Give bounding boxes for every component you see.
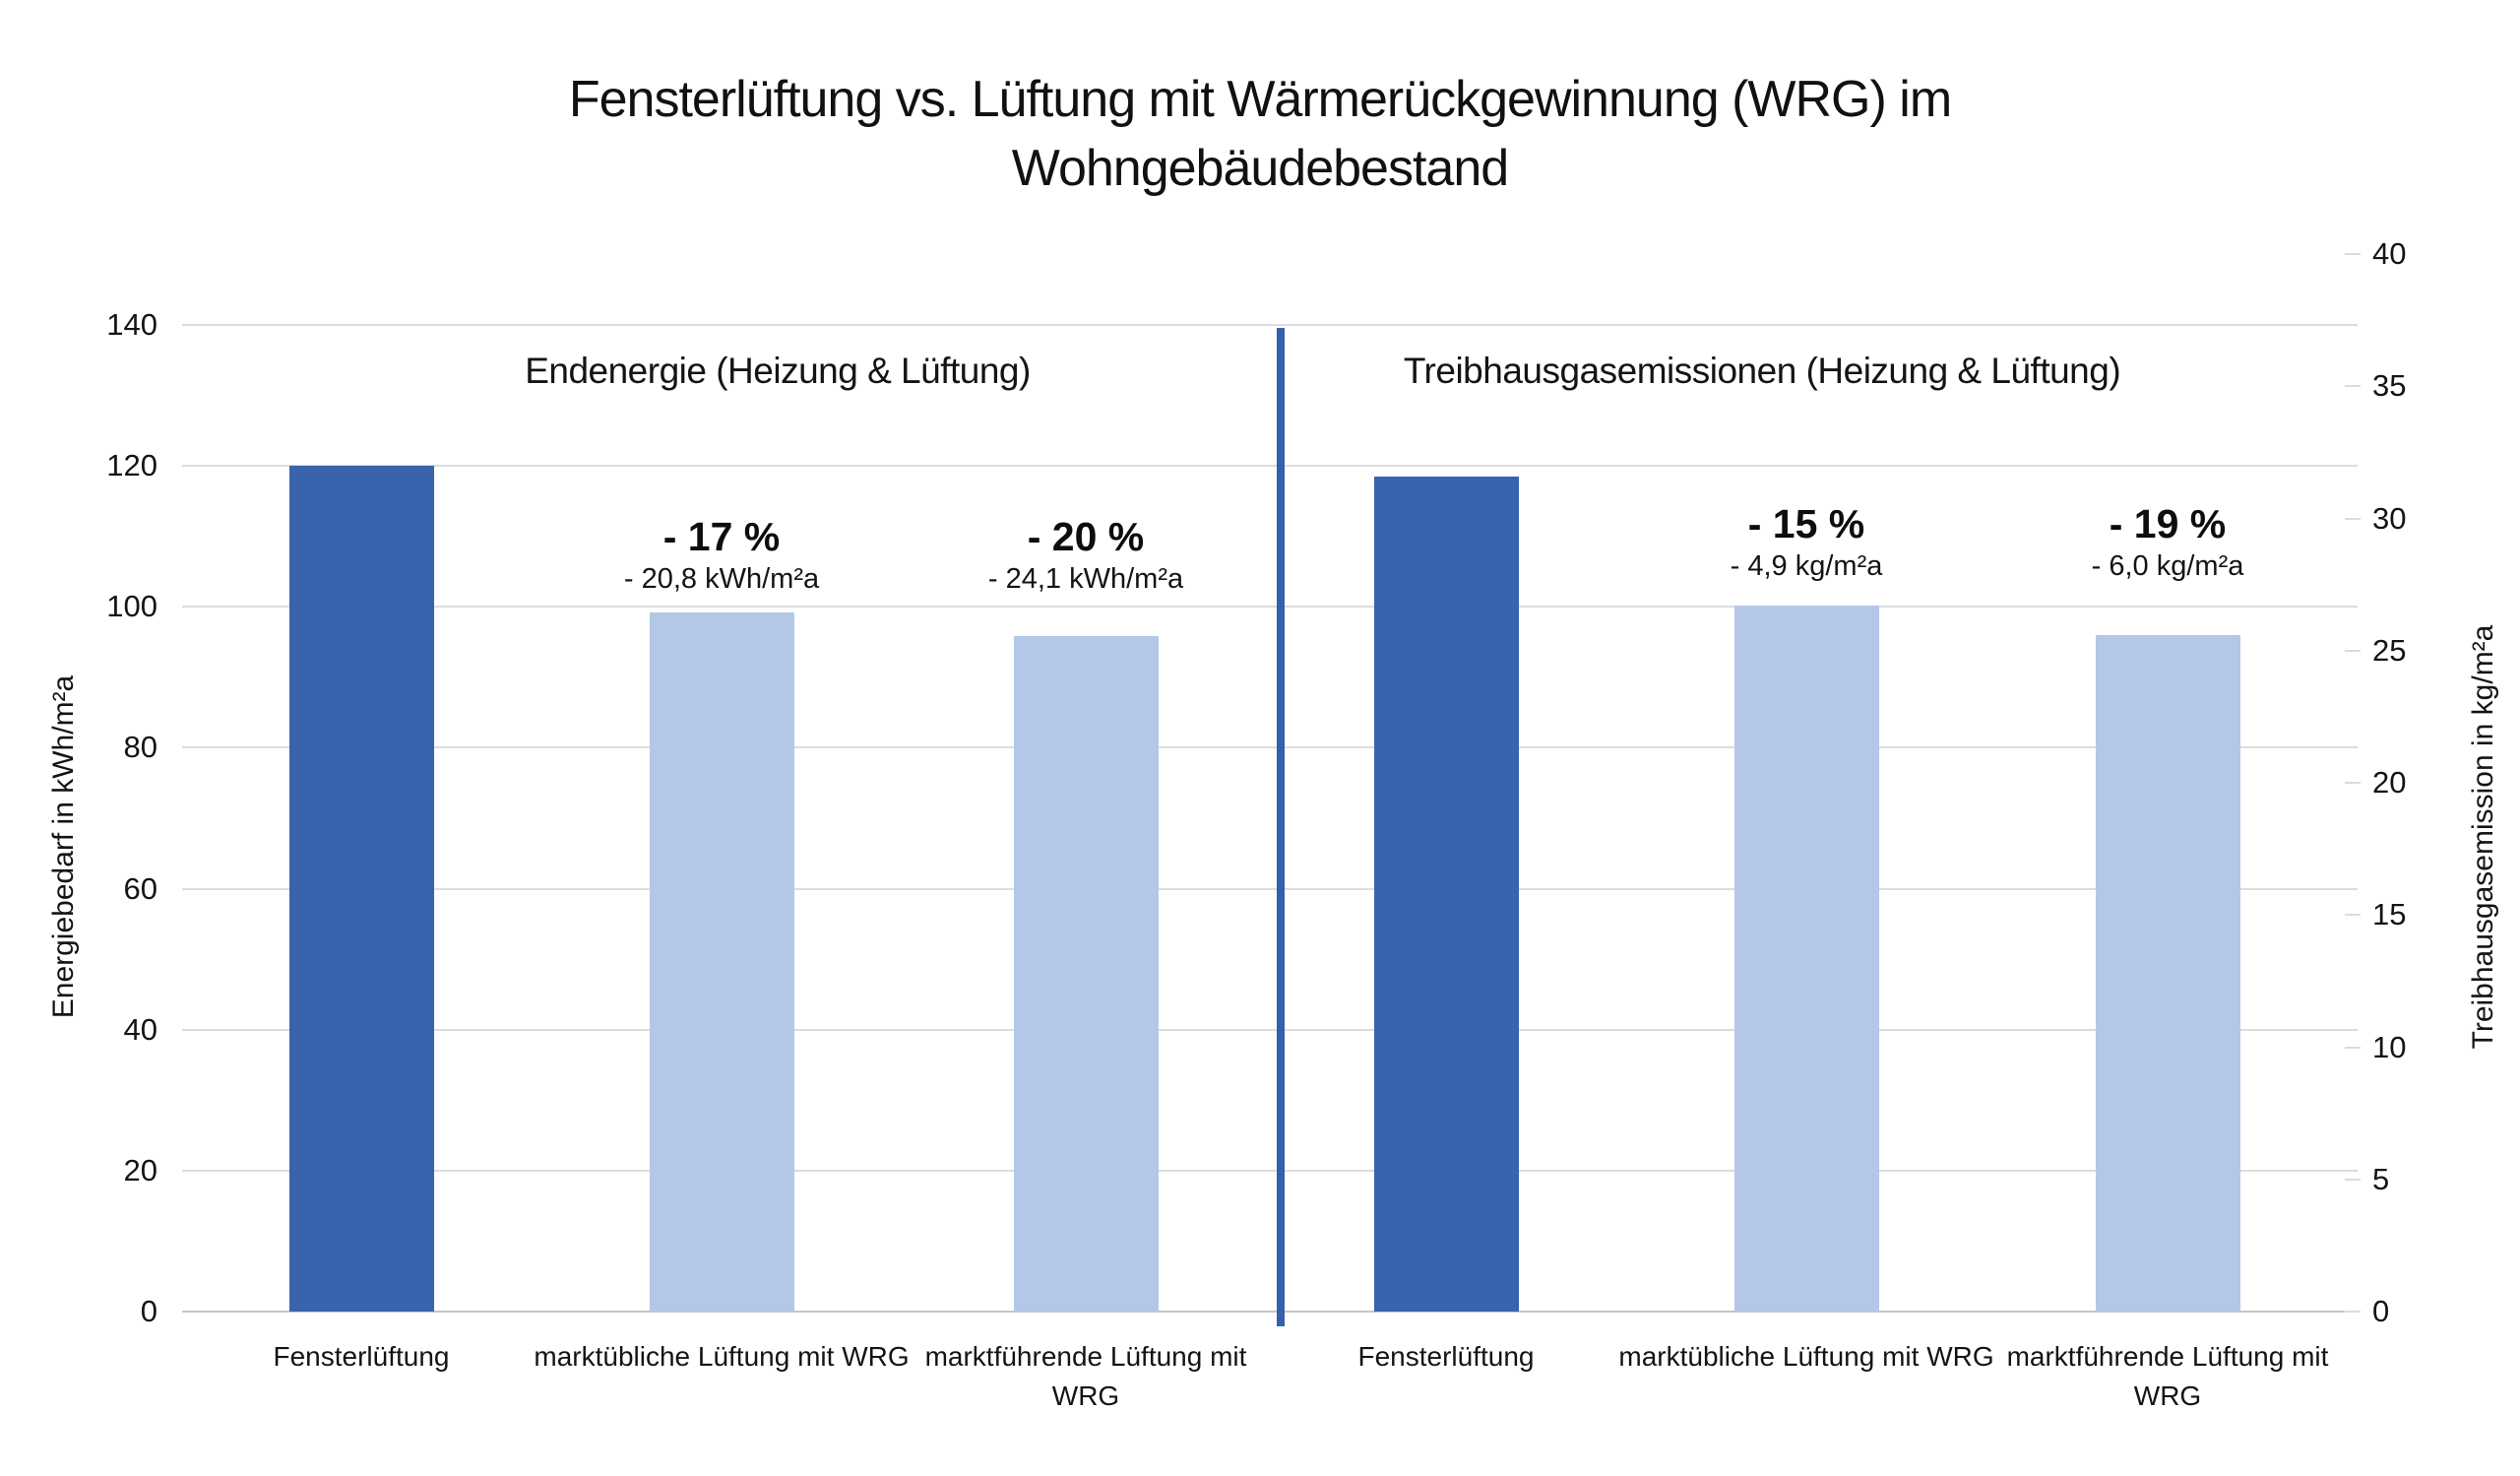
left-axis-tick-label: 100 (106, 589, 158, 624)
bar-treibhausgas-2 (1733, 606, 1879, 1312)
section-divider-line (1277, 328, 1285, 1326)
bar-endenergie-1 (288, 466, 434, 1312)
right-axis-tick-mark (2345, 517, 2361, 520)
gridline (182, 1169, 2358, 1172)
bar-endenergie-3 (1013, 636, 1159, 1312)
annotation-delta: - 24,1 kWh/m²a (987, 563, 1184, 595)
annotation-percent: - 15 % (1747, 501, 1865, 546)
left-axis-tick-label: 0 (140, 1294, 158, 1328)
left-axis-tick-label: 40 (123, 1011, 158, 1047)
right-axis-tick-label: 5 (2372, 1161, 2390, 1196)
right-axis-tick-label: 35 (2372, 368, 2407, 404)
left-axis-tick-label: 80 (123, 730, 158, 765)
annotation-delta: - 20,8 kWh/m²a (623, 563, 820, 595)
bar-endenergie-2 (649, 612, 794, 1312)
annotation-percent: - 20 % (1027, 514, 1145, 559)
left-axis-tick-label: 140 (106, 307, 158, 342)
right-axis-tick-label: 30 (2372, 500, 2407, 536)
right-axis-tick-mark (2345, 253, 2361, 255)
right-axis-tick-mark (2345, 1046, 2361, 1049)
right-axis-tick-label: 0 (2372, 1294, 2390, 1328)
category-label: Fensterlüftung (273, 1341, 450, 1372)
category-label: Fensterlüftung (1357, 1341, 1535, 1372)
right-axis-tick-label: 15 (2372, 897, 2407, 932)
bar-treibhausgas-3 (2095, 635, 2240, 1312)
left-axis-tick-label: 120 (106, 448, 158, 483)
right-axis-tick-mark (2345, 385, 2361, 388)
right-axis-tick-mark (2345, 1311, 2361, 1313)
annotation-delta: - 6,0 kg/m²a (2091, 550, 2244, 582)
right-axis-tick-mark (2345, 782, 2361, 784)
category-label: marktübliche Lüftung mit WRG (1618, 1341, 1994, 1372)
right-axis-tick-label: 10 (2372, 1029, 2407, 1064)
category-label: marktübliche Lüftung mit WRG (534, 1341, 910, 1372)
right-axis-tick-mark (2345, 914, 2361, 917)
annotation-percent: - 19 % (2109, 501, 2227, 546)
category-label: marktführende Lüftung mit WRG (2006, 1341, 2329, 1411)
left-axis-title: Energiebedarf in kWh/m²a (47, 674, 80, 1019)
section-header-treibhausgas: Treibhausgasemissionen (Heizung & Lüftun… (1403, 351, 2121, 391)
section-header-endenergie: Endenergie (Heizung & Lüftung) (525, 351, 1031, 391)
right-axis-title: Treibhausgasemission in kg/m²a (2467, 624, 2499, 1050)
right-axis-tick-mark (2345, 1178, 2361, 1181)
gridline (182, 887, 2358, 890)
annotation-percent: - 17 % (662, 514, 781, 559)
gridline (182, 465, 2358, 468)
right-axis-tick-label: 20 (2372, 765, 2407, 800)
left-axis-tick-label: 20 (123, 1152, 158, 1187)
chart-title: Fensterlüftung vs. Lüftung mit Wärmerück… (568, 71, 1952, 197)
x-axis-line (182, 1311, 2358, 1313)
right-axis-tick-mark (2345, 649, 2361, 652)
bar-treibhausgas-1 (1373, 477, 1519, 1312)
left-axis-tick-label: 60 (123, 870, 158, 906)
annotation-delta: - 4,9 kg/m²a (1730, 550, 1883, 582)
category-label: marktführende Lüftung mit WRG (924, 1341, 1247, 1411)
gridline (182, 324, 2358, 326)
gridline (182, 746, 2358, 749)
gridline (182, 606, 2358, 609)
right-axis-tick-label: 25 (2372, 632, 2407, 668)
right-axis-tick-label: 40 (2372, 236, 2407, 271)
gridline (182, 1028, 2358, 1031)
